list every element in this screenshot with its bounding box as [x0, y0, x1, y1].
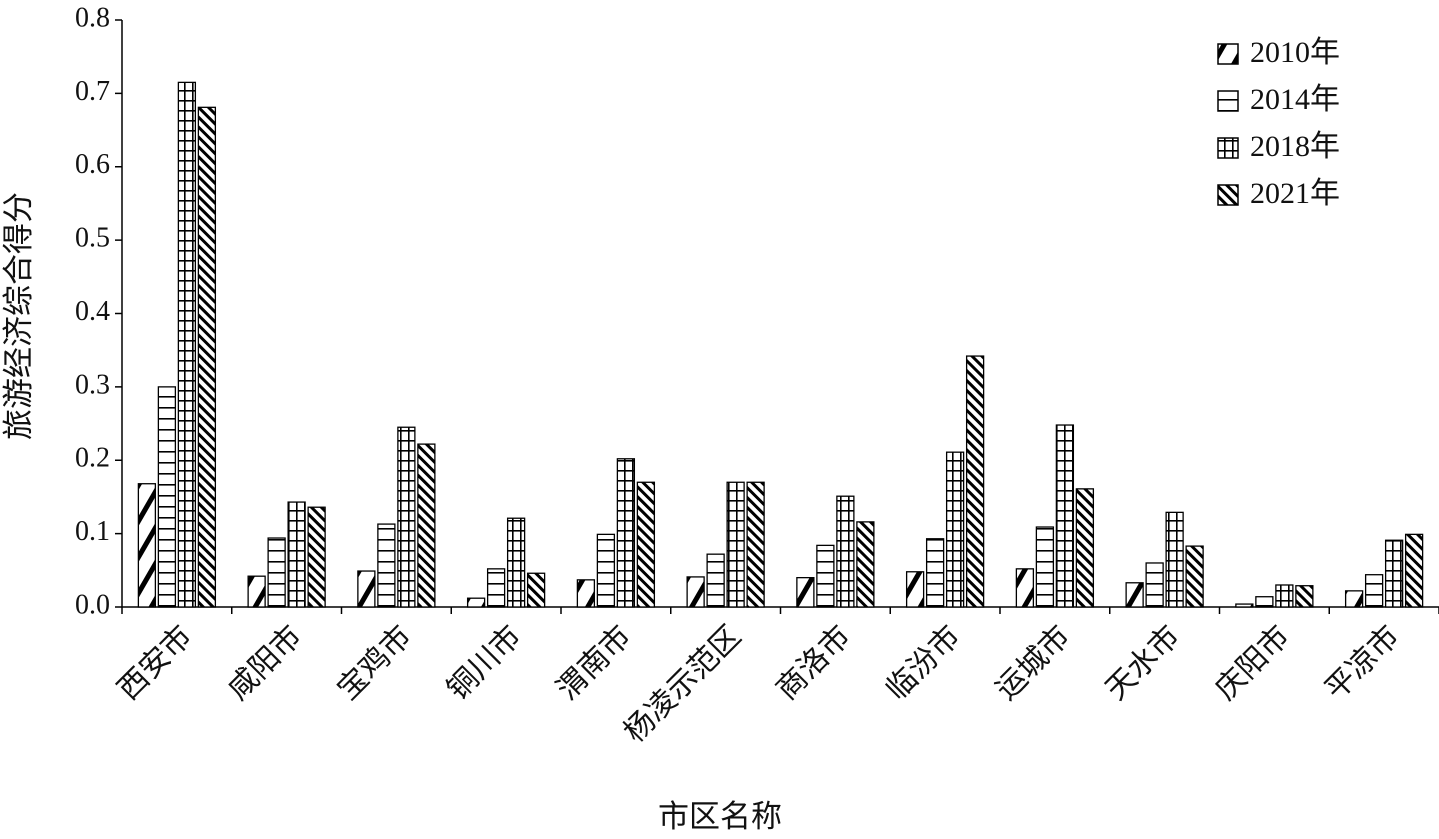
- bar: [576, 579, 596, 608]
- bar: [1275, 584, 1294, 608]
- y-tick-label: 0.2: [75, 443, 110, 474]
- bar: [925, 538, 945, 608]
- x-tick-label: 商洛市: [770, 619, 857, 706]
- bar: [945, 451, 965, 608]
- x-tick-label: 平凉市: [1319, 619, 1406, 706]
- bar: [287, 501, 306, 608]
- legend-swatch: [1217, 137, 1239, 159]
- bar: [137, 483, 157, 608]
- legend-label: 2014年: [1250, 83, 1340, 116]
- y-tick-label: 0.4: [75, 296, 110, 327]
- legend-label: 2021年: [1250, 177, 1340, 210]
- bar: [1145, 562, 1164, 608]
- bar: [486, 568, 506, 608]
- y-tick-label: 0.0: [75, 589, 110, 620]
- bar: [1255, 596, 1274, 608]
- bar: [1015, 568, 1035, 608]
- y-axis-title: 旅游经济综合得分: [1, 192, 36, 440]
- bar: [746, 481, 765, 608]
- x-tick-label: 杨凌示范区: [618, 619, 747, 748]
- bar: [397, 426, 416, 608]
- bar: [1185, 545, 1204, 608]
- bar: [177, 81, 197, 608]
- bar: [1384, 539, 1404, 608]
- bar: [1075, 488, 1095, 608]
- bar: [1035, 526, 1055, 608]
- bar: [1235, 603, 1254, 608]
- bar: [836, 495, 855, 608]
- legend-label: 2018年: [1250, 130, 1340, 163]
- bar: [636, 481, 656, 608]
- x-tick-label: 西安市: [112, 619, 199, 706]
- bar: [197, 106, 217, 608]
- bar: [796, 577, 815, 608]
- bar: [596, 533, 616, 608]
- legend-swatch: [1217, 43, 1239, 65]
- bar: [1295, 585, 1314, 608]
- x-tick-label: 庆阳市: [1209, 619, 1296, 706]
- bar: [307, 506, 326, 608]
- bar: [417, 443, 436, 608]
- x-axis-title: 市区名称: [658, 799, 782, 834]
- bar: [157, 386, 177, 608]
- bar: [526, 572, 546, 608]
- y-tick-label: 0.7: [75, 76, 110, 107]
- x-tick-label: 临汾市: [880, 619, 967, 706]
- bar: [965, 355, 985, 608]
- y-tick-label: 0.6: [75, 149, 110, 180]
- y-tick-label: 0.3: [75, 369, 110, 400]
- bar: [616, 458, 636, 608]
- bar: [377, 523, 396, 608]
- bar: [1344, 590, 1364, 608]
- x-tick-label: 运城市: [990, 619, 1077, 706]
- bar: [856, 521, 875, 608]
- bar: [247, 575, 266, 608]
- bar: [726, 481, 745, 608]
- bar: [1404, 533, 1424, 608]
- x-tick-label: 咸阳市: [221, 619, 308, 706]
- legend-swatch: [1217, 90, 1239, 112]
- y-tick-label: 0.5: [75, 223, 110, 254]
- x-tick-label: 宝鸡市: [331, 619, 418, 706]
- bar: [1125, 582, 1144, 608]
- bar: [905, 571, 925, 608]
- y-tick-label: 0.1: [75, 516, 110, 547]
- bar: [1055, 424, 1075, 608]
- bar: [267, 537, 286, 608]
- bar: [706, 553, 725, 608]
- x-tick-label: 渭南市: [551, 619, 638, 706]
- bar: [1364, 574, 1384, 608]
- bar: [816, 544, 835, 608]
- y-tick-label: 0.8: [75, 2, 110, 33]
- bar: [506, 517, 526, 608]
- bar: [466, 597, 486, 608]
- legend-label: 2010年: [1250, 36, 1340, 69]
- bar: [1165, 511, 1184, 608]
- x-tick-label: 铜川市: [441, 619, 528, 706]
- legend-swatch: [1217, 184, 1239, 206]
- bar: [357, 570, 376, 608]
- x-tick-label: 天水市: [1099, 619, 1186, 706]
- bar: [686, 576, 705, 608]
